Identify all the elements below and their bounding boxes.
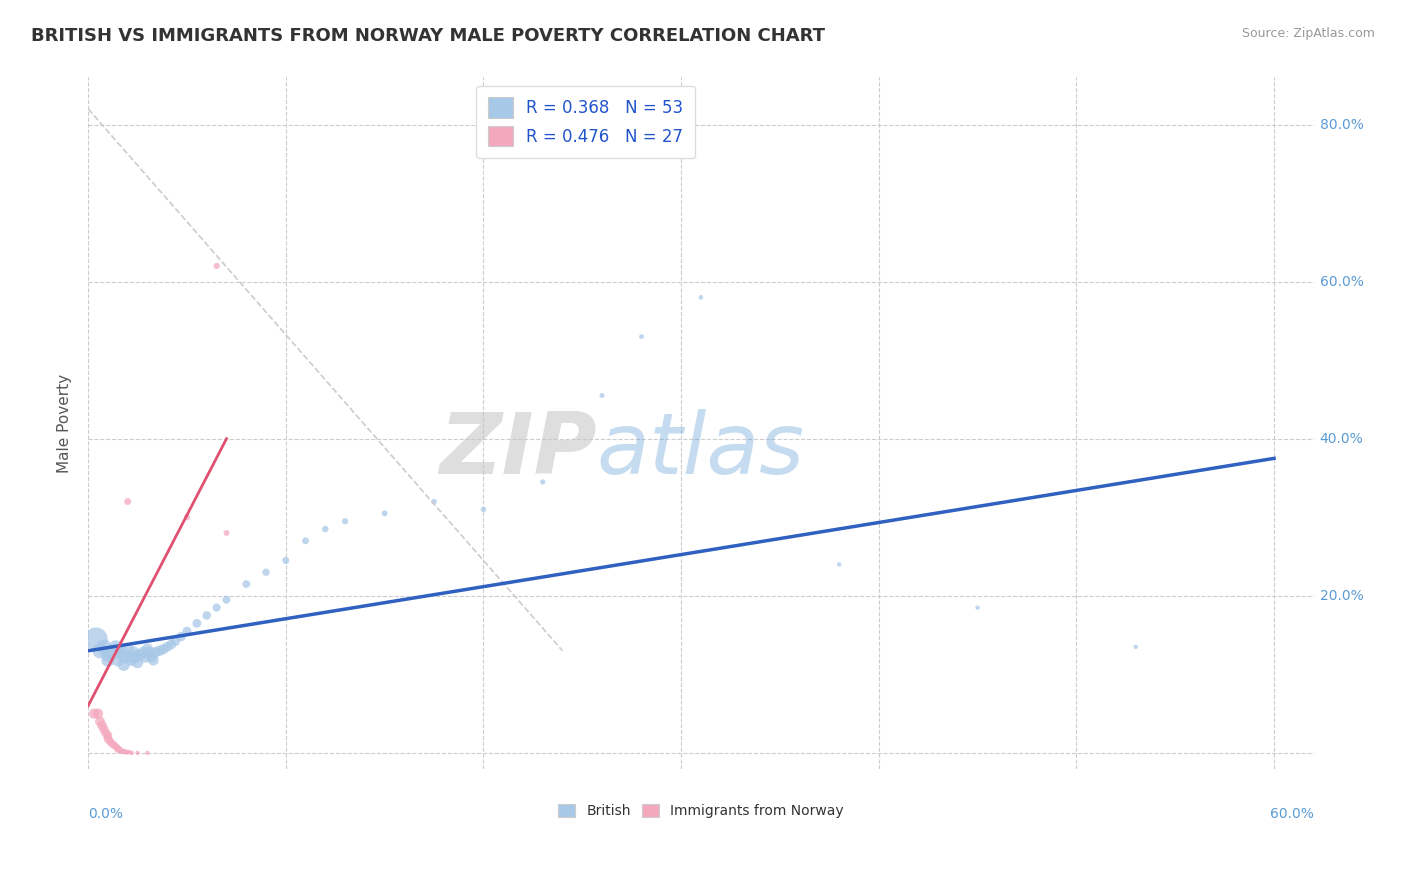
Point: [176, 624, 198, 639]
Text: 0.0%: 0.0%: [89, 806, 124, 821]
Point: [966, 600, 988, 615]
Point: [103, 738, 125, 752]
Legend: British, Immigrants from Norway: British, Immigrants from Norway: [553, 798, 849, 824]
Point: [186, 616, 208, 631]
Point: [124, 650, 146, 665]
Point: [101, 736, 124, 750]
Point: [118, 745, 141, 759]
Point: [254, 566, 277, 580]
Point: [114, 745, 136, 759]
Point: [93, 640, 115, 654]
Point: [374, 507, 396, 521]
Point: [108, 743, 131, 757]
Point: [160, 638, 183, 652]
Point: [97, 648, 120, 662]
Point: [104, 640, 127, 654]
Point: [83, 706, 105, 721]
Point: [132, 645, 155, 659]
Point: [117, 494, 139, 508]
Point: [531, 475, 554, 489]
Point: [89, 644, 111, 658]
Point: [127, 746, 149, 760]
Point: [472, 502, 495, 516]
Point: [1125, 640, 1147, 654]
Point: [148, 644, 170, 658]
Point: [107, 645, 129, 659]
Point: [111, 744, 134, 758]
Point: [195, 608, 218, 623]
Point: [89, 714, 111, 729]
Text: 40.0%: 40.0%: [1320, 432, 1364, 446]
Point: [136, 746, 159, 760]
Point: [112, 657, 135, 672]
Point: [689, 290, 711, 304]
Point: [176, 510, 198, 524]
Point: [127, 656, 149, 670]
Point: [170, 630, 193, 644]
Text: 20.0%: 20.0%: [1320, 589, 1364, 603]
Text: atlas: atlas: [596, 409, 804, 492]
Point: [152, 642, 174, 657]
Point: [134, 650, 156, 665]
Point: [591, 388, 613, 402]
Point: [142, 653, 165, 667]
Point: [97, 653, 120, 667]
Point: [333, 514, 356, 528]
Point: [128, 648, 150, 662]
Text: 80.0%: 80.0%: [1320, 118, 1364, 131]
Point: [118, 650, 141, 665]
Point: [630, 329, 652, 343]
Point: [112, 650, 135, 665]
Point: [117, 745, 139, 759]
Point: [98, 734, 121, 748]
Point: [91, 718, 114, 732]
Point: [165, 634, 187, 648]
Point: [215, 592, 238, 607]
Point: [423, 494, 446, 508]
Point: [121, 746, 143, 760]
Point: [87, 706, 110, 721]
Point: [107, 741, 129, 756]
Point: [215, 526, 238, 541]
Point: [143, 645, 166, 659]
Point: [117, 642, 139, 657]
Point: [107, 653, 129, 667]
Point: [205, 259, 228, 273]
Point: [84, 632, 107, 646]
Point: [101, 645, 124, 659]
Point: [138, 645, 160, 659]
Point: [97, 731, 120, 746]
Point: [107, 743, 129, 757]
Text: Source: ZipAtlas.com: Source: ZipAtlas.com: [1241, 27, 1375, 40]
Text: ZIP: ZIP: [439, 409, 596, 492]
Point: [93, 723, 115, 737]
Point: [121, 653, 143, 667]
Text: BRITISH VS IMMIGRANTS FROM NORWAY MALE POVERTY CORRELATION CHART: BRITISH VS IMMIGRANTS FROM NORWAY MALE P…: [31, 27, 825, 45]
Point: [235, 577, 257, 591]
Point: [141, 650, 163, 665]
Text: 60.0%: 60.0%: [1270, 806, 1313, 821]
Point: [104, 739, 127, 754]
Point: [112, 744, 135, 758]
Point: [111, 645, 134, 659]
Point: [122, 645, 145, 659]
Point: [828, 558, 851, 572]
Text: 60.0%: 60.0%: [1320, 275, 1364, 289]
Point: [205, 600, 228, 615]
Point: [294, 533, 316, 548]
Point: [94, 726, 117, 740]
Point: [156, 640, 179, 654]
Point: [97, 729, 120, 743]
Y-axis label: Male Poverty: Male Poverty: [58, 374, 72, 473]
Point: [314, 522, 336, 536]
Point: [274, 553, 297, 567]
Point: [136, 642, 159, 657]
